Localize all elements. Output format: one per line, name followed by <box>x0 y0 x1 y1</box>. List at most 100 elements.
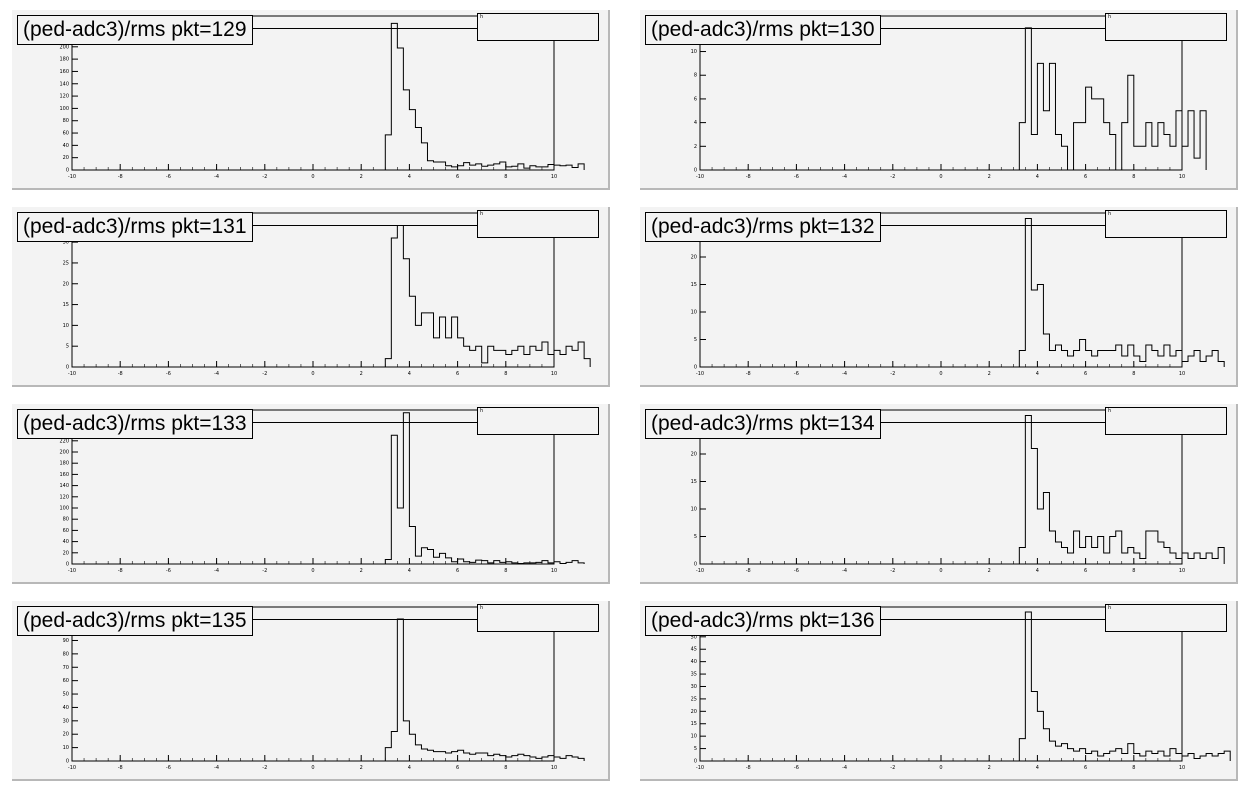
histogram-line <box>1018 218 1225 367</box>
title-connector <box>880 225 1105 226</box>
histogram-pad: -10-8-6-4-20246810024681012(ped-adc3)/rm… <box>640 10 1238 190</box>
x-tick-label: -6 <box>794 765 799 771</box>
stats-box: h <box>477 407 599 435</box>
y-tick-label: 20 <box>63 281 69 287</box>
y-tick-label: 20 <box>691 452 697 458</box>
x-tick-label: -10 <box>696 371 704 377</box>
histogram-pad: -10-8-6-4-202468100510152025303540455055… <box>640 601 1238 781</box>
histogram-line <box>1018 611 1231 761</box>
x-tick-label: 2 <box>988 371 991 377</box>
x-tick-label: 4 <box>1036 174 1039 180</box>
y-tick-label: 15 <box>691 282 697 288</box>
x-tick-label: -10 <box>68 765 76 771</box>
y-tick-label: 20 <box>63 155 69 161</box>
x-tick-label: 2 <box>988 568 991 574</box>
x-tick-label: 4 <box>408 568 411 574</box>
x-tick-label: 10 <box>551 568 557 574</box>
y-tick-label: 20 <box>63 550 69 556</box>
x-tick-label: -10 <box>68 174 76 180</box>
y-tick-label: 40 <box>63 539 69 545</box>
stats-name: h <box>1108 14 1112 20</box>
y-tick-label: 35 <box>691 672 697 678</box>
title-connector <box>252 28 477 29</box>
stats-box: h <box>1105 13 1227 41</box>
y-tick-label: 140 <box>59 483 69 489</box>
y-tick-label: 30 <box>63 240 69 246</box>
y-tick-label: 80 <box>63 118 69 124</box>
stats-rms <box>480 232 598 239</box>
stats-rms <box>1108 429 1226 436</box>
x-tick-label: -10 <box>68 568 76 574</box>
x-tick-label: 2 <box>988 765 991 771</box>
x-tick-label: 0 <box>311 174 314 180</box>
y-tick-label: 180 <box>59 461 69 467</box>
stats-mean <box>1108 619 1226 626</box>
stats-rms <box>480 429 598 436</box>
histogram-title: (ped-adc3)/rms pkt=136 <box>645 606 881 636</box>
x-tick-label: -8 <box>746 568 751 574</box>
y-tick-label: 60 <box>63 528 69 534</box>
x-tick-label: 6 <box>456 174 459 180</box>
x-tick-label: 6 <box>456 765 459 771</box>
stats-rms <box>1108 626 1226 633</box>
y-tick-label: 5 <box>694 746 697 752</box>
x-tick-label: 8 <box>1132 371 1135 377</box>
histogram-title: (ped-adc3)/rms pkt=134 <box>645 409 881 439</box>
y-tick-label: 10 <box>691 49 697 55</box>
y-tick-label: 0 <box>694 365 697 371</box>
y-tick-label: 45 <box>691 647 697 653</box>
y-tick-label: 40 <box>63 705 69 711</box>
y-tick-label: 5 <box>66 344 69 350</box>
x-tick-label: -10 <box>68 371 76 377</box>
y-tick-label: 0 <box>66 759 69 765</box>
stats-entries <box>1108 21 1226 28</box>
histogram-pad: -10-8-6-4-2024681005101520253035(ped-adc… <box>12 207 610 387</box>
title-connector <box>880 619 1105 620</box>
stats-name: h <box>480 605 484 611</box>
y-tick-label: 15 <box>63 302 69 308</box>
stats-entries <box>480 21 598 28</box>
x-tick-label: -10 <box>696 174 704 180</box>
x-tick-label: 6 <box>1084 371 1087 377</box>
x-tick-label: -4 <box>214 765 219 771</box>
x-tick-label: -8 <box>118 174 123 180</box>
x-tick-label: -2 <box>262 568 267 574</box>
stats-name: h <box>480 408 484 414</box>
x-tick-label: -8 <box>118 568 123 574</box>
x-tick-label: -8 <box>746 765 751 771</box>
x-tick-label: 0 <box>939 568 942 574</box>
y-tick-label: 70 <box>63 665 69 671</box>
histogram-line <box>384 22 585 170</box>
x-tick-label: 4 <box>1036 568 1039 574</box>
x-tick-label: -2 <box>262 765 267 771</box>
y-tick-label: 15 <box>691 479 697 485</box>
stats-entries <box>1108 415 1226 422</box>
x-tick-label: -6 <box>166 765 171 771</box>
y-tick-label: 10 <box>63 323 69 329</box>
y-tick-label: 15 <box>691 721 697 727</box>
x-tick-label: -4 <box>842 568 847 574</box>
y-tick-label: 20 <box>63 732 69 738</box>
histogram-pad: -10-8-6-4-202468100510152025(ped-adc3)/r… <box>640 404 1238 584</box>
histogram-pad: -10-8-6-4-202468100510152025(ped-adc3)/r… <box>640 207 1238 387</box>
histogram-plot: -10 -8 -6 -4 -2 0 2 4 6 8 100204060801001201401601… <box>59 15 585 180</box>
x-tick-label: -6 <box>794 371 799 377</box>
x-tick-label: -4 <box>842 371 847 377</box>
y-tick-label: 0 <box>694 562 697 568</box>
x-tick-label: -2 <box>262 371 267 377</box>
y-tick-label: 120 <box>59 494 69 500</box>
stats-entries <box>480 612 598 619</box>
x-tick-label: 0 <box>311 765 314 771</box>
stats-entries <box>480 218 598 225</box>
y-tick-label: 10 <box>691 734 697 740</box>
x-tick-label: 8 <box>1132 568 1135 574</box>
y-tick-label: 10 <box>691 507 697 513</box>
histogram-title: (ped-adc3)/rms pkt=133 <box>17 409 253 439</box>
y-tick-label: 180 <box>59 57 69 63</box>
histogram-plot: -10-8-6-4-202468100102030405060708090100… <box>59 606 585 771</box>
y-tick-label: 200 <box>59 44 69 50</box>
stats-mean <box>480 619 598 626</box>
title-connector <box>880 422 1105 423</box>
x-tick-label: -10 <box>696 765 704 771</box>
